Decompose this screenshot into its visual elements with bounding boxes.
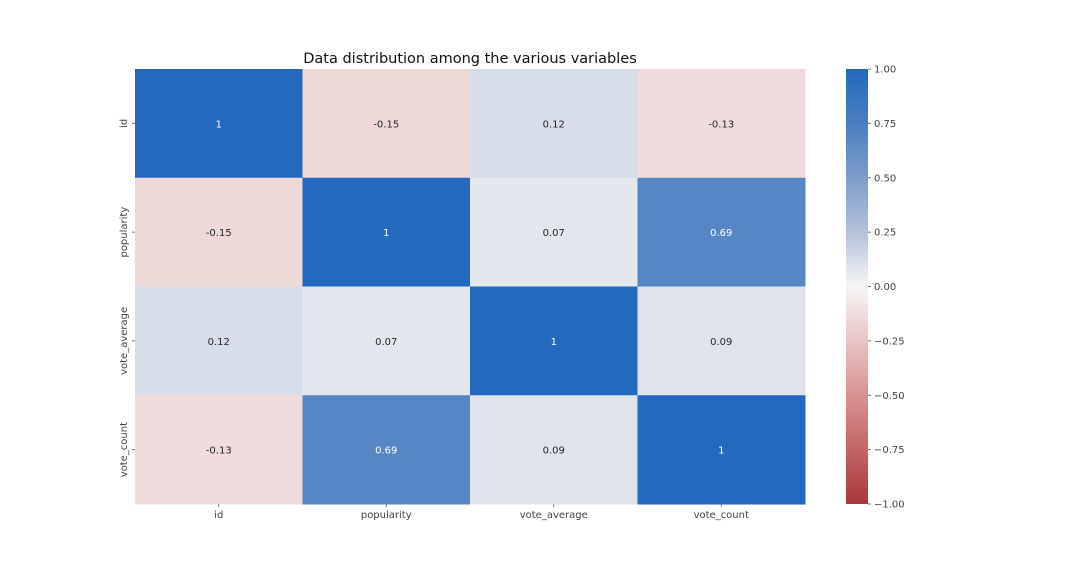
colorbar-tick-label: −1.00 <box>874 500 905 511</box>
cell-annotation: 0.69 <box>710 228 732 239</box>
colorbar-tick-label: 0.50 <box>874 173 896 184</box>
y-tick-label: vote_count <box>119 422 130 477</box>
cell-annotation: 1 <box>216 119 222 130</box>
x-tick-label: id <box>214 510 223 521</box>
colorbar: 1.00 0.75 0.50 0.25 0.00 −0.25 −0.50 −0.75 −1.00 <box>846 65 905 511</box>
heatmap-cell-vote_average-popularity <box>302 286 471 396</box>
cell-annotation: 1 <box>551 337 557 348</box>
colorbar-ticks: 1.00 0.75 0.50 0.25 0.00 −0.25 −0.50 −0.75 −1.00 <box>868 65 905 511</box>
heatmap-cell-popularity-id <box>135 177 303 287</box>
chart-title: Data distribution among the various vari… <box>303 51 637 67</box>
heatmap-cell-vote_average-vote_count <box>637 286 806 396</box>
cell-annotation: 0.09 <box>710 337 732 348</box>
colorbar-tick-label: −0.75 <box>874 445 905 456</box>
colorbar-tick-label: −0.25 <box>874 336 905 347</box>
colorbar-tick-label: 0.75 <box>874 119 896 130</box>
heatmap-cell-vote_average-id <box>135 286 303 396</box>
heatmap-cell-id-vote_count <box>637 69 806 179</box>
x-tick-label: vote_count <box>694 510 749 521</box>
x-axis-ticks: id popularity vote_average vote_count <box>214 504 749 521</box>
heatmap-cell-popularity-vote_average <box>470 177 638 287</box>
cell-annotation: 1 <box>383 228 389 239</box>
cell-annotation: 0.07 <box>375 337 397 348</box>
cell-annotations: 1 -0.15 0.12 -0.13 -0.15 1 0.07 0.69 0.12 0.07 1 0.… <box>206 119 734 456</box>
colorbar-tick-label: 1.00 <box>874 65 896 76</box>
heatmap-cell-popularity-popularity <box>302 177 471 287</box>
y-tick-label: id <box>119 119 130 128</box>
colorbar-tick-label: 0.00 <box>874 282 896 293</box>
cell-annotation: 0.69 <box>375 446 397 457</box>
heatmap-cell-popularity-vote_count <box>637 177 806 287</box>
cell-annotation: 0.12 <box>208 337 230 348</box>
heatmap-cell-id-vote_average <box>470 69 638 179</box>
y-tick-label: vote_average <box>119 307 130 375</box>
heatmap-cell-vote_count-popularity <box>302 395 471 505</box>
cell-annotation: 1 <box>718 446 724 457</box>
heatmap-cell-vote_count-vote_count <box>637 395 806 505</box>
colorbar-gradient <box>846 69 868 504</box>
heatmap-cell-id-id <box>135 69 303 179</box>
heatmap-cell-vote_average-vote_average <box>470 286 638 396</box>
heatmap-cell-vote_count-vote_average <box>470 395 638 505</box>
colorbar-tick-label: −0.50 <box>874 391 905 402</box>
heatmap-cell-vote_count-id <box>135 395 303 505</box>
x-tick-label: vote_average <box>520 510 588 521</box>
y-tick-label: popularity <box>119 207 130 258</box>
heatmap-cells <box>135 69 806 505</box>
cell-annotation: 0.09 <box>543 446 565 457</box>
cell-annotation: 0.07 <box>543 228 565 239</box>
cell-annotation: -0.13 <box>708 119 734 130</box>
cell-annotation: -0.15 <box>206 228 232 239</box>
cell-annotation: -0.13 <box>206 446 232 457</box>
x-tick-label: popularity <box>361 510 412 521</box>
cell-annotation: 0.12 <box>543 119 565 130</box>
heatmap-cell-id-popularity <box>302 69 471 179</box>
cell-annotation: -0.15 <box>373 119 399 130</box>
y-axis-ticks: id popularity vote_average vote_count <box>119 119 135 477</box>
colorbar-tick-label: 0.25 <box>874 228 896 239</box>
